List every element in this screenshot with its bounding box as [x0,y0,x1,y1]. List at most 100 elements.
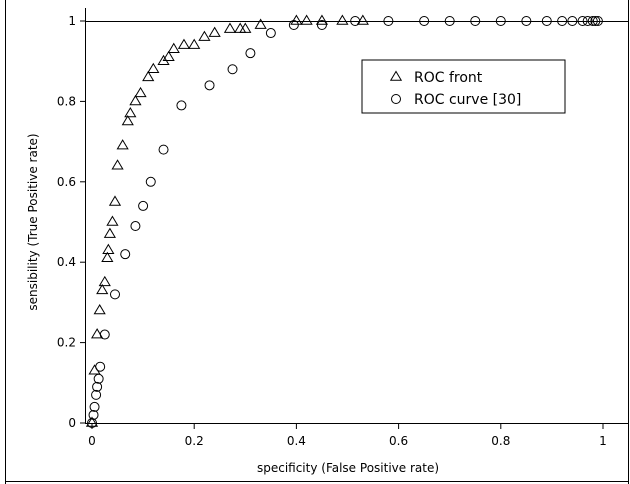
triangle-point [234,22,247,33]
y-tick-label: 1 [68,14,76,28]
circle-point [130,221,141,232]
x-axis-label: specificity (False Positive rate) [257,461,439,475]
circle-point [95,361,106,372]
y-tick-label: 0.6 [57,175,76,189]
circle-point [204,80,215,91]
circle-point [99,329,110,340]
legend-label: ROC front [414,70,483,86]
triangle-point [108,195,122,206]
legend-label: ROC curve [30] [414,92,521,108]
legend-items: ROC front ROC curve [30] [389,70,521,108]
x-tick-label: 0.6 [389,434,408,448]
triangle-point [239,22,252,33]
x-tick-label: 0 [88,434,96,448]
circle-point [541,16,552,26]
circle-point [109,289,120,300]
triangle-point [223,22,237,33]
circle-point [567,16,578,26]
circle-point [316,20,327,31]
y-tick-label: 0.8 [57,94,76,108]
triangle-point [85,416,99,427]
triangle-point [101,251,114,262]
circle-point [557,16,568,26]
legend-circle-marker [391,94,401,104]
circle-point [87,418,97,428]
triangle-point [208,26,221,37]
y-ticks: 0 0.2 0.4 0.6 0.8 1 [57,14,85,430]
series-roc-front [85,14,369,427]
circle-point [145,176,156,187]
triangle-point [336,14,349,25]
x-tick-label: 0.2 [185,434,204,448]
circle-point [176,100,187,111]
legend-item: ROC curve [30] [391,92,521,108]
triangle-point [198,30,211,41]
circle-point [93,373,104,384]
series-roc-curve-30 [87,16,603,428]
x-tick-label: 1 [599,434,607,448]
triangle-point [111,159,124,170]
triangle-point [96,283,109,295]
triangle-point [356,14,369,25]
triangle-point [134,86,147,98]
legend-triangle-marker [389,70,403,81]
circle-point [590,16,601,26]
circle-point [288,20,299,31]
triangle-point [254,18,267,29]
circle-point [227,64,238,75]
circle-point [92,381,103,392]
circle-point [88,409,99,420]
triangle-point [88,364,101,375]
circle-point [158,144,169,155]
circle-point [470,16,481,26]
circle-point [265,28,276,39]
circle-point [350,16,361,26]
circle-point [577,16,588,26]
triangle-point [102,243,115,254]
legend: ROC front ROC curve [30] [361,59,566,114]
triangle-point [167,42,180,53]
triangle-point [162,50,175,61]
triangle-point [142,70,155,82]
triangle-point [106,215,119,226]
triangle-point [129,94,142,106]
circle-point [419,16,430,26]
circle-point [587,16,598,26]
triangle-point [177,38,191,49]
y-axis-label: sensibility (True Positive rate) [26,133,40,310]
y-tick-label: 0.2 [57,336,76,350]
legend-box [361,59,566,114]
series-layer [85,14,603,428]
circle-point [383,16,394,26]
circle-point [592,16,603,26]
circle-point [89,401,100,412]
circle-point [521,16,532,26]
triangle-point [98,275,111,287]
circle-point [444,16,455,26]
circle-point [138,200,149,211]
triangle-point [116,139,129,150]
triangle-point [147,62,160,74]
triangle-point [124,106,137,118]
triangle-point [188,38,201,49]
circle-point [245,48,256,59]
circle-point [120,249,131,260]
x-tick-label: 0.8 [491,434,510,448]
triangle-point [315,14,329,25]
legend-item: ROC front [389,70,483,86]
y-tick-label: 0 [68,416,76,430]
triangle-point [103,227,116,238]
y-tick-label: 0.4 [57,255,76,269]
circle-point [582,16,593,26]
x-ticks: 0 0.2 0.4 0.6 0.8 1 [88,423,607,448]
x-tick-label: 0.4 [287,434,306,448]
triangle-point [290,14,303,25]
triangle-point [93,303,106,315]
triangle-point [91,328,104,339]
circle-point [495,16,506,26]
triangle-point [300,14,313,25]
circle-point [91,389,102,400]
triangle-point [121,115,134,126]
